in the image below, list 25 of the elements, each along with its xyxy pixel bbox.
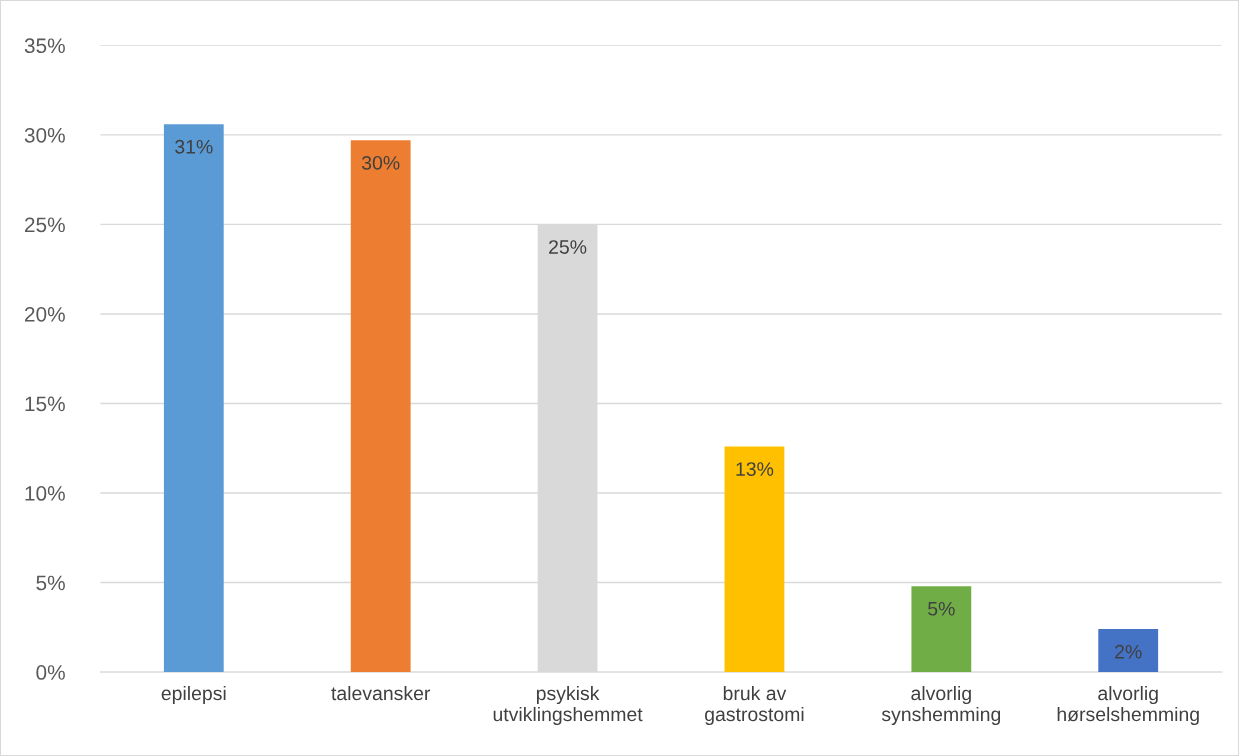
y-tick-label: 5%	[36, 575, 65, 591]
data-label: 31%	[175, 139, 213, 154]
x-tick-label: bruk av gastrostomi	[705, 685, 804, 726]
y-tick-label: 25%	[24, 217, 65, 233]
data-label: 25%	[549, 240, 587, 254]
y-tick-label: 0%	[36, 665, 65, 680]
x-tick-label: talevansker	[331, 685, 431, 701]
bar	[163, 124, 224, 673]
data-label: 30%	[361, 155, 400, 170]
x-tick-label: psykisk utviklingshemmet	[493, 685, 643, 726]
bar	[724, 446, 785, 673]
y-tick-label: 10%	[25, 486, 65, 501]
x-tick-label: alvorlig synshemming	[881, 685, 1001, 726]
bar	[350, 140, 411, 673]
data-label: 2%	[1115, 644, 1142, 659]
y-tick-label: 35%	[24, 38, 65, 54]
x-tick-label: epilepsi	[161, 685, 226, 705]
y-tick-label: 20%	[24, 306, 65, 322]
data-label: 5%	[928, 601, 955, 616]
y-tick-label: 30%	[24, 127, 65, 143]
bar	[911, 586, 972, 673]
y-tick-label: 15%	[25, 396, 65, 412]
data-label: 13%	[736, 462, 774, 476]
x-tick-label: alvorlig hørselshemming	[1057, 685, 1199, 726]
bar	[1098, 629, 1159, 673]
